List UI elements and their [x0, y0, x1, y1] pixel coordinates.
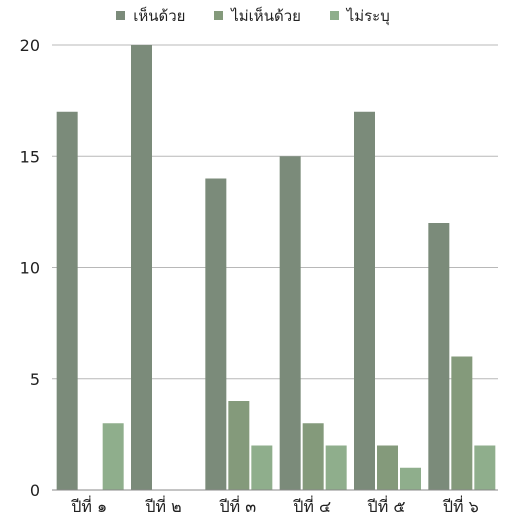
- bar: [474, 445, 496, 490]
- y-tick-label: 20: [20, 36, 40, 55]
- bar: [251, 445, 273, 490]
- x-tick-label: ปีที่ ๕: [367, 495, 405, 516]
- legend-swatch-disagree: [214, 11, 224, 20]
- bar: [451, 356, 473, 490]
- legend-swatch-unspecified: [329, 11, 339, 20]
- bar: [102, 423, 124, 490]
- bar: [279, 156, 301, 490]
- x-tick-label: ปีที่ ๑: [71, 495, 107, 516]
- bar: [325, 445, 347, 490]
- x-tick-label: ปีที่ ๔: [293, 495, 331, 516]
- legend-item-unspecified: ไม่ระบุ: [329, 4, 390, 28]
- legend-item-disagree: ไม่เห็นด้วย: [214, 4, 301, 28]
- y-tick-label: 15: [20, 147, 40, 166]
- legend-swatch-agree: [116, 11, 126, 20]
- bar: [228, 401, 250, 490]
- legend-label-agree: เห็นด้วย: [133, 7, 186, 25]
- bar: [377, 445, 398, 490]
- y-tick-label: 0: [30, 481, 40, 500]
- bar: [428, 223, 450, 490]
- y-tick-label: 10: [20, 259, 40, 278]
- x-tick-label: ปีที่ ๖: [442, 495, 478, 516]
- bar: [400, 467, 421, 490]
- y-tick-label: 5: [30, 370, 40, 389]
- bar: [205, 178, 227, 490]
- bar: [56, 111, 78, 490]
- bar: [354, 111, 375, 490]
- bar: [131, 45, 152, 490]
- x-tick-label: ปีที่ ๓: [219, 495, 256, 516]
- legend-item-agree: เห็นด้วย: [116, 4, 185, 28]
- chart-legend: เห็นด้วย ไม่เห็นด้วย ไม่ระบุ: [0, 4, 506, 28]
- legend-label-disagree: ไม่เห็นด้วย: [231, 7, 301, 25]
- legend-label-unspecified: ไม่ระบุ: [346, 7, 390, 25]
- x-tick-label: ปีที่ ๒: [145, 495, 182, 516]
- bar: [302, 423, 324, 490]
